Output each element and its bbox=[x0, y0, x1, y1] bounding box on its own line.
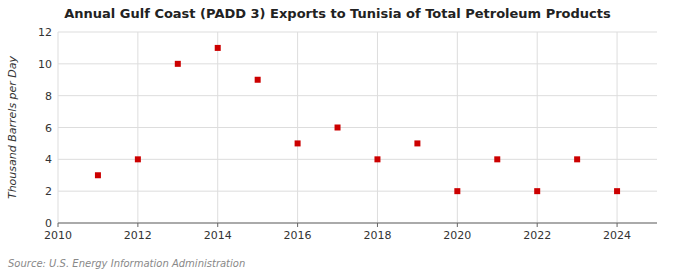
x-axis-line bbox=[58, 223, 657, 224]
x-tick-label: 2018 bbox=[363, 229, 391, 242]
grid-line-x bbox=[377, 32, 378, 223]
grid-line-y bbox=[58, 127, 657, 128]
y-tick-label: 12 bbox=[38, 26, 52, 39]
points bbox=[95, 45, 620, 194]
y-axis-label: Thousand Barrels per Day bbox=[6, 55, 19, 199]
x-tick-label: 2012 bbox=[124, 229, 152, 242]
chart: 2010 2012 2014 2016 2018 2020 2022 2024 0 2 4 6 8 10 1… bbox=[0, 0, 675, 275]
grid-line-x bbox=[58, 32, 59, 223]
x-tick bbox=[617, 223, 618, 227]
grid-line-x bbox=[457, 32, 458, 223]
x-tick-label: 2022 bbox=[523, 229, 551, 242]
x-tick bbox=[137, 223, 138, 227]
point bbox=[454, 188, 460, 194]
point bbox=[494, 156, 500, 162]
point bbox=[255, 77, 261, 83]
y-tick-label: 0 bbox=[45, 217, 52, 230]
x-tick-label: 2016 bbox=[284, 229, 312, 242]
x-tick-label: 2020 bbox=[443, 229, 471, 242]
x-tick-label: 2014 bbox=[204, 229, 232, 242]
point bbox=[175, 61, 181, 67]
point bbox=[414, 140, 420, 146]
grid-line-y bbox=[58, 223, 657, 224]
grid-line-x bbox=[217, 32, 218, 223]
x-tick bbox=[457, 223, 458, 227]
grid-line-y bbox=[58, 63, 657, 64]
chart-container: 2010 2012 2014 2016 2018 2020 2022 2024 0 2 4 6 8 10 1… bbox=[0, 0, 675, 275]
x-tick bbox=[58, 223, 59, 227]
x-tick-label: 2010 bbox=[44, 229, 72, 242]
y-tick-label: 4 bbox=[45, 153, 52, 166]
point bbox=[215, 45, 221, 51]
grid-line-x bbox=[137, 32, 138, 223]
x-tick bbox=[377, 223, 378, 227]
source-note: Source: U.S. Energy Information Administ… bbox=[8, 258, 245, 269]
point bbox=[135, 156, 141, 162]
grid-line-y bbox=[58, 95, 657, 96]
point bbox=[335, 125, 341, 131]
point bbox=[534, 188, 540, 194]
grid-line-x bbox=[617, 32, 618, 223]
y-tick-label: 6 bbox=[45, 122, 52, 135]
x-tick bbox=[297, 223, 298, 227]
x-tick bbox=[537, 223, 538, 227]
grid-line-x bbox=[297, 32, 298, 223]
point bbox=[295, 140, 301, 146]
y-tick-label: 10 bbox=[38, 58, 52, 71]
point bbox=[374, 156, 380, 162]
grid-line-y bbox=[58, 191, 657, 192]
grid-line-x bbox=[537, 32, 538, 223]
point bbox=[614, 188, 620, 194]
y-tick-label: 8 bbox=[45, 90, 52, 103]
title: Annual Gulf Coast (PADD 3) Exports to Tu… bbox=[64, 6, 611, 21]
grid-line-y bbox=[58, 159, 657, 160]
y-ticks: 0 2 4 6 8 10 12 bbox=[38, 26, 52, 230]
grid bbox=[58, 32, 657, 223]
point bbox=[574, 156, 580, 162]
point bbox=[95, 172, 101, 178]
x-ticks: 2010 2012 2014 2016 2018 2020 2022 2024 bbox=[44, 223, 631, 242]
x-tick-label: 2024 bbox=[603, 229, 631, 242]
grid-line-y bbox=[58, 32, 657, 33]
x-tick bbox=[217, 223, 218, 227]
y-tick-label: 2 bbox=[45, 185, 52, 198]
